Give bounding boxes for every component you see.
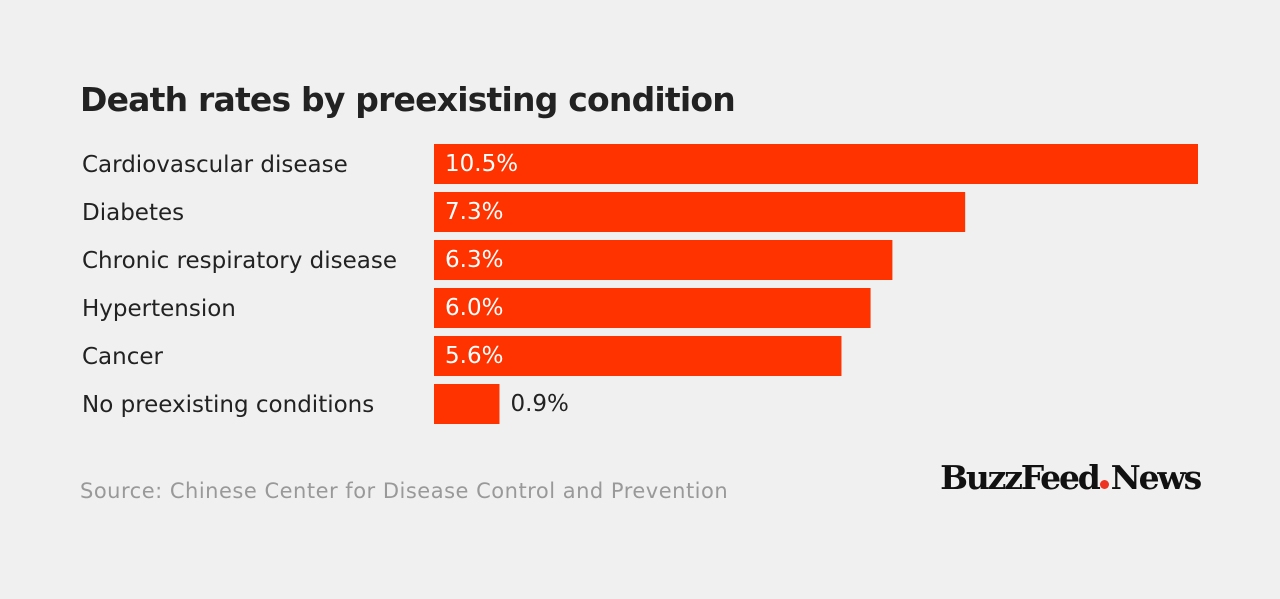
bar <box>434 336 842 376</box>
category-label: Cardiovascular disease <box>82 152 348 178</box>
bar <box>434 192 966 232</box>
logo-text-news: News <box>1110 458 1203 497</box>
category-label: Cancer <box>82 344 164 370</box>
chart-title: Death rates by preexisting condition <box>80 80 736 119</box>
value-label: 6.3% <box>445 247 503 273</box>
value-label: 10.5% <box>445 151 518 177</box>
value-label: 6.0% <box>445 295 503 321</box>
value-label: 7.3% <box>445 199 503 225</box>
logo-text-buzzfeed: BuzzFeed <box>940 458 1101 497</box>
value-label: 5.6% <box>445 343 503 369</box>
source-note: Source: Chinese Center for Disease Contr… <box>80 479 729 503</box>
category-label: No preexisting conditions <box>82 392 374 418</box>
category-label: Chronic respiratory disease <box>82 248 397 274</box>
buzzfeed-news-logo: BuzzFeed News <box>940 458 1203 497</box>
bar <box>434 288 871 328</box>
logo-dot-icon <box>1099 480 1109 489</box>
category-label: Hypertension <box>82 296 236 322</box>
bar <box>434 144 1198 184</box>
bar <box>434 384 500 424</box>
bar <box>434 240 893 280</box>
value-label: 0.9% <box>510 391 568 417</box>
category-label: Diabetes <box>82 200 184 226</box>
